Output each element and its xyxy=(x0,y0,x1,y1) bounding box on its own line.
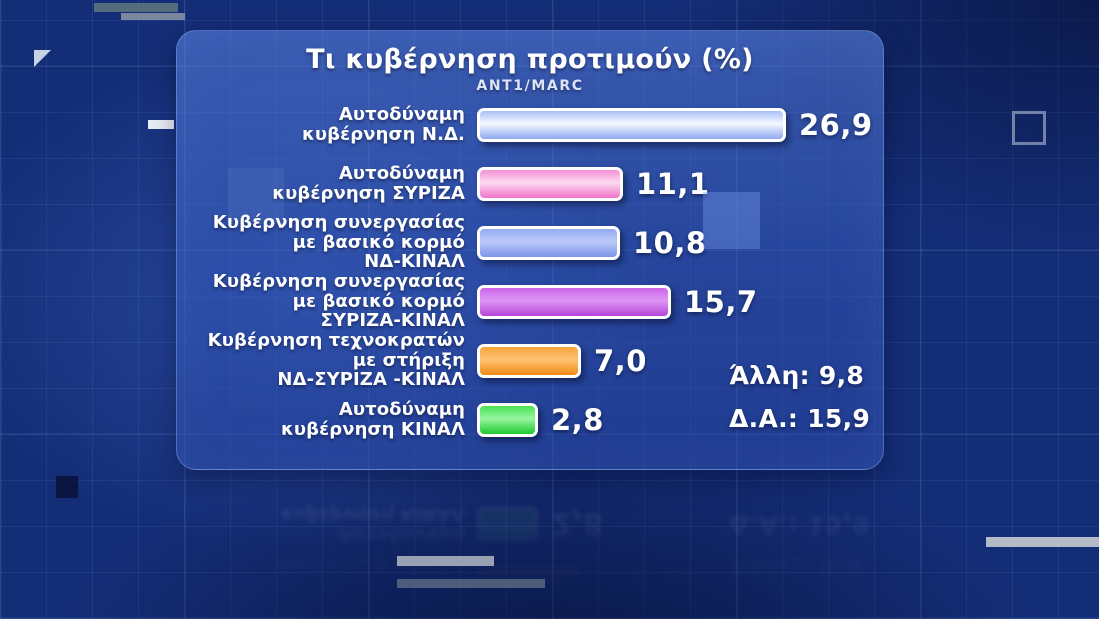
extra-note: Δ.Α.: 15,9 xyxy=(729,404,871,433)
dark-square-decoration xyxy=(56,476,78,498)
panel-reflection: Τι κυβέρνηση προτιμούν (%) ANT1/MARC Αυτ… xyxy=(207,504,871,619)
bar xyxy=(477,166,623,201)
bar-value: 7,0 xyxy=(594,343,647,378)
bar-label: Αυτοδύναμη κυβέρνηση Ν.Δ. xyxy=(302,104,465,145)
corner-triangle-decoration xyxy=(34,50,51,67)
left-dash-decoration xyxy=(148,120,174,129)
bar xyxy=(477,343,581,378)
bar-value: 15,7 xyxy=(684,284,758,319)
blue-square-decoration xyxy=(703,192,760,249)
chart-extras: Άλλη: 9,8 Δ.Α.: 15,9 xyxy=(729,361,870,433)
bottom-right-bar-decoration xyxy=(986,537,1099,547)
bar-value: 26,9 xyxy=(799,107,873,142)
bar-label: Κυβέρνηση τεχνοκρατών με στήριξη ΝΔ-ΣΥΡΙΖΑ… xyxy=(207,330,465,391)
bar-label: Αυτοδύναμη κυβέρνηση ΣΥΡΙΖΑ xyxy=(272,163,465,204)
bottom-bar-decoration xyxy=(397,556,494,566)
bar-value: 11,1 xyxy=(636,166,710,201)
bar xyxy=(477,107,786,142)
chart-row: Αυτοδύναμη κυβέρνηση ΣΥΡΙΖΑ 11,1 xyxy=(187,154,873,213)
bar xyxy=(477,284,671,319)
chart-row: Κυβέρνηση συνεργασίας με βασικό κορμό ΣΥΡΙ… xyxy=(187,272,873,331)
bar-label: Κυβέρνηση συνεργασίας με βασικό κορμό ΝΔ-Κ… xyxy=(212,212,465,273)
bar-label: Κυβέρνηση συνεργασίας με βασικό κορμό ΣΥΡΙ… xyxy=(212,271,465,332)
chart-row: Κυβέρνηση συνεργασίας με βασικό κορμό ΝΔ-Κ… xyxy=(187,213,873,272)
faint-square-decoration xyxy=(228,168,284,224)
top-left-bar-decoration-2 xyxy=(121,13,185,20)
bar xyxy=(477,402,538,437)
bar-value: 2,8 xyxy=(551,402,604,437)
chart-rows: Αυτοδύναμη κυβέρνηση Ν.Δ. 26,9 Αυτοδύναμη κυ… xyxy=(187,95,873,449)
bar xyxy=(477,225,620,260)
chart-title: Τι κυβέρνηση προτιμούν (%) xyxy=(306,44,754,75)
top-left-bar-decoration xyxy=(94,3,178,12)
poll-panel: Τι κυβέρνηση προτιμούν (%) ANT1/MARC Αυτ… xyxy=(176,30,884,470)
chart-row: Κυβέρνηση τεχνοκρατών με στήριξη ΝΔ-ΣΥΡΙΖΑ… xyxy=(187,331,873,390)
extra-note: Άλλη: 9,8 xyxy=(729,361,865,390)
chart-row: Αυτοδύναμη κυβέρνηση ΚΙΝΑΛ 2,8 xyxy=(187,390,873,449)
bar-value: 10,8 xyxy=(633,225,707,260)
bottom-bar-decoration-2 xyxy=(397,579,545,588)
outline-square-decoration xyxy=(1012,111,1046,145)
chart-row: Αυτοδύναμη κυβέρνηση Ν.Δ. 26,9 xyxy=(187,95,873,154)
bar-label: Αυτοδύναμη κυβέρνηση ΚΙΝΑΛ xyxy=(281,399,465,440)
chart-source: ANT1/MARC xyxy=(476,78,584,94)
